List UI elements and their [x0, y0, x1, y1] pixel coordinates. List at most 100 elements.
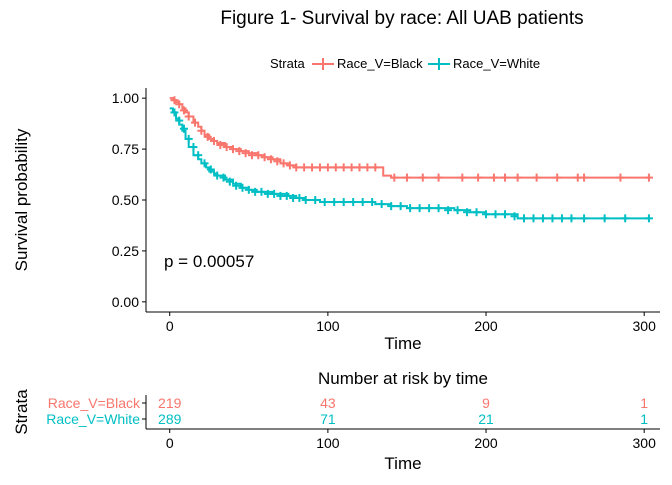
y-tick-label: 1.00	[112, 90, 139, 106]
censor-mark	[222, 143, 231, 152]
censor-mark	[184, 134, 193, 143]
censor-mark	[529, 214, 538, 223]
censor-mark	[453, 206, 462, 215]
censor-mark	[170, 108, 179, 117]
risk-x-tick-label: 100	[316, 435, 340, 451]
censor-mark	[349, 198, 358, 207]
risk-x-tick-label: 300	[633, 435, 657, 451]
series-black	[169, 96, 653, 182]
censor-mark	[489, 173, 498, 182]
censor-mark	[235, 147, 244, 156]
x-tick-label: 200	[474, 318, 498, 334]
censor-mark	[191, 118, 200, 127]
censor-mark	[644, 173, 653, 182]
censor-mark	[463, 208, 472, 217]
censor-mark	[339, 163, 348, 172]
main-plot: 0.00 0.25 0.50 0.75 1.00 0 100 200 300 p = 0.00…	[12, 88, 660, 353]
censor-mark	[225, 177, 234, 186]
risk-count: 21	[478, 411, 494, 427]
censor-mark	[295, 193, 304, 202]
censor-mark	[501, 173, 510, 182]
censor-mark	[257, 187, 266, 196]
censor-mark	[538, 214, 547, 223]
p-value-annotation: p = 0.00057	[164, 252, 254, 271]
censor-mark	[425, 204, 434, 213]
censor-mark	[219, 173, 228, 182]
censor-mark	[323, 163, 332, 172]
censor-mark	[260, 153, 269, 162]
risk-count: 219	[158, 395, 182, 411]
risk-x-tick-label: 0	[166, 435, 174, 451]
survival-curve	[169, 97, 649, 179]
censor-mark	[644, 214, 653, 223]
x-tick-label: 100	[316, 318, 340, 334]
legend-title: Strata	[270, 56, 305, 71]
censor-mark	[513, 173, 522, 182]
censor-mark	[600, 214, 609, 223]
censor-mark	[458, 173, 467, 182]
censor-mark	[387, 202, 396, 211]
censor-mark	[415, 204, 424, 213]
risk-count: 9	[482, 395, 490, 411]
censor-mark	[179, 124, 188, 133]
censor-mark	[197, 126, 206, 135]
censor-mark	[282, 191, 291, 200]
censor-mark	[501, 210, 510, 219]
censor-mark	[482, 210, 491, 219]
censor-mark	[616, 173, 625, 182]
censor-mark	[170, 96, 179, 105]
risk-row-label: Race_V=White	[46, 411, 140, 427]
censor-mark	[363, 163, 372, 172]
censor-mark	[210, 136, 219, 145]
risk-y-axis-title: Strata	[12, 389, 31, 435]
censor-mark	[203, 132, 212, 141]
censor-mark	[355, 163, 364, 172]
censor-mark	[532, 173, 541, 182]
y-tick-label: 0.25	[112, 243, 139, 259]
y-axis-title: Survival probability	[12, 128, 31, 271]
risk-row: Race_V=Black 219 43 9 1	[48, 395, 649, 411]
censor-mark	[371, 163, 380, 172]
risk-count: 289	[158, 411, 182, 427]
censor-mark	[474, 173, 483, 182]
series-white	[169, 107, 653, 223]
censor-mark	[273, 157, 282, 166]
censor-mark	[175, 100, 184, 109]
censor-mark	[189, 143, 198, 152]
censor-mark	[390, 173, 399, 182]
censor-mark	[580, 214, 589, 223]
censor-mark	[567, 214, 576, 223]
censor-mark	[406, 204, 415, 213]
risk-count: 1	[640, 411, 648, 427]
censor-mark	[331, 163, 340, 172]
censor-mark	[330, 198, 339, 207]
censor-mark	[553, 173, 562, 182]
censor-mark	[254, 151, 263, 160]
legend: Strata Race_V=Black Race_V=White	[270, 56, 540, 71]
risk-count: 71	[320, 411, 336, 427]
censor-mark	[557, 214, 566, 223]
censor-mark	[548, 214, 557, 223]
censor-mark	[285, 161, 294, 170]
censor-mark	[347, 163, 356, 172]
y-tick-label: 0.50	[112, 192, 139, 208]
censor-mark	[200, 159, 209, 168]
y-tick-label: 0.00	[112, 294, 139, 310]
censor-mark	[358, 198, 367, 207]
censor-mark	[434, 173, 443, 182]
risk-count: 43	[320, 395, 336, 411]
x-tick-label: 0	[166, 318, 174, 334]
censor-mark	[216, 141, 225, 150]
censor-mark	[232, 181, 241, 190]
censor-mark	[184, 112, 193, 121]
risk-x-axis-title: Time	[384, 454, 421, 473]
censor-mark	[434, 204, 443, 213]
censor-mark	[444, 206, 453, 215]
risk-table-title: Number at risk by time	[318, 369, 488, 388]
risk-table: Number at risk by time Race_V=Black 219 43…	[12, 369, 660, 473]
censor-mark	[418, 173, 427, 182]
censor-mark	[402, 173, 411, 182]
censor-mark	[228, 145, 237, 154]
chart-title: Figure 1- Survival by race: All UAB pati…	[220, 8, 583, 29]
